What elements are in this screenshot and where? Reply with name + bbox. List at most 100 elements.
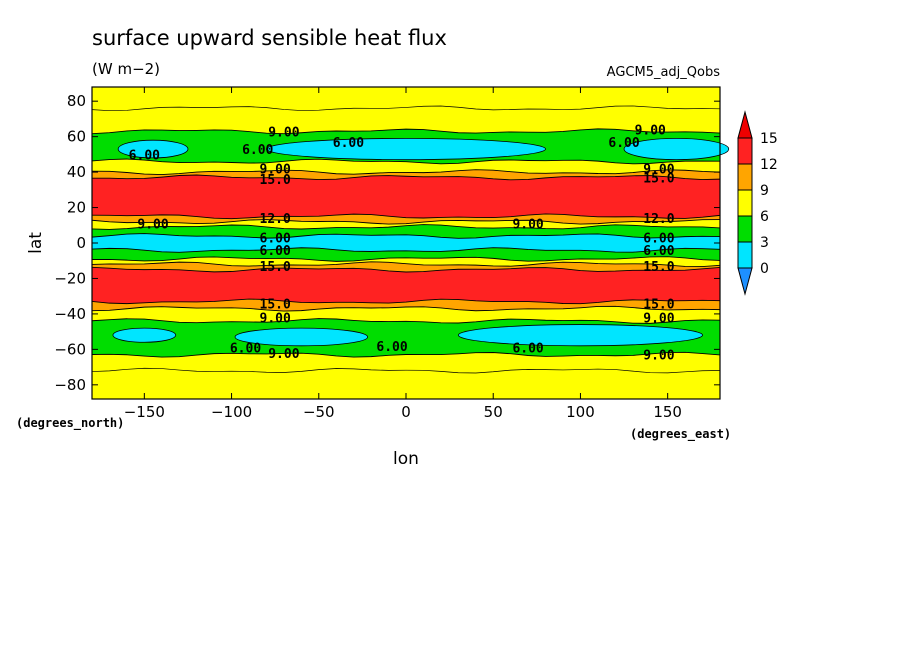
flux-band [92,219,720,230]
contour-lines [91,105,721,374]
x-axis-label: lon [393,449,419,469]
colorbar-segment [737,241,753,269]
colorbar-label: 12 [760,157,778,173]
x-tick-label: 100 [566,403,595,421]
contour-line [91,128,721,135]
contour-line [91,105,721,112]
colorbar-label: 6 [760,209,769,225]
colorbar-segment [737,137,753,165]
flux-band [92,213,720,225]
chart-title: surface upward sensible heat flux [92,26,447,50]
contour-line [91,247,721,253]
x-tick-label: −150 [124,403,165,421]
colorbar: 0 3 6 9 12 15 [737,110,778,296]
colorbar-under-triangle [737,267,753,296]
x-axis-ticks: −150 −100 −50 0 50 100 150 [124,87,682,421]
y-tick-label: −40 [54,305,86,323]
cyan-minimum-patches [112,138,730,347]
cyan-patch [457,324,703,347]
contour-label: 15.0 [260,260,291,275]
contour-label: 6.00 [260,244,291,259]
flux-band [92,256,720,267]
colorbar-label: 3 [760,235,769,251]
x-tick-label: 150 [653,403,682,421]
colorbar-label: 9 [760,183,769,199]
y-tick-label: 40 [67,163,86,181]
contour-line [91,174,721,181]
contour-label: 9.00 [137,218,168,233]
x-axis-units: (degrees_east) [630,427,731,442]
contour-label: 6.00 [230,342,261,357]
colorbar-label: 0 [760,261,769,277]
flux-band [92,352,720,399]
contour-line [91,224,721,230]
contour-label: 6.00 [643,232,674,247]
contour-line [91,266,721,273]
dataset-label: AGCM5_adj_Qobs [607,65,721,80]
y-tick-label: 80 [67,92,86,110]
y-axis-label: lat [26,232,46,254]
contour-line [91,158,721,165]
x-tick-label: 50 [484,403,503,421]
contour-label: 12.0 [643,212,674,227]
contour-line [91,298,721,305]
contour-label: 9.00 [512,218,543,233]
flux-band [92,267,720,304]
flux-band [92,306,720,324]
contour-label: 15.0 [643,260,674,275]
contour-label: 15.0 [643,171,674,186]
flux-band [92,87,720,134]
y-tick-label: −60 [54,340,86,358]
colorbar-segment [737,163,753,191]
flux-band [92,247,720,262]
contour-label: 9.00 [643,311,674,326]
contour-label: 6.00 [512,342,543,357]
y-tick-label: 60 [67,128,86,146]
contour-label: 6.00 [376,340,407,355]
y-axis-ticks: −80 −60 −40 −20 0 20 40 60 80 [54,92,720,394]
cyan-patch [266,138,546,161]
cyan-patch [623,138,730,161]
flux-band [92,159,720,175]
y-tick-label: 0 [76,234,86,252]
contour-label: 12.0 [260,212,291,227]
colorbar-segment [737,189,753,217]
contour-label: 6.00 [129,148,160,163]
contour-label: 9.00 [643,163,674,178]
contour-label: 6.00 [242,143,273,158]
contour-label: 9.00 [635,124,666,139]
contour-line [91,318,721,324]
contour-line [91,256,721,262]
chart-units: (W m−2) [92,60,160,78]
cyan-patch [112,327,177,343]
y-tick-label: 20 [67,199,86,217]
x-tick-label: −100 [211,403,252,421]
contour-line [91,367,721,374]
colorbar-label: 15 [760,131,778,147]
contour-line [91,351,721,358]
contour-line [91,261,721,268]
cyan-patch [117,139,189,159]
contour-label: 9.00 [268,347,299,362]
contour-line [91,233,721,239]
contour-line [91,305,721,312]
y-tick-label: −20 [54,269,86,287]
flux-band [92,175,720,219]
contour-label: 6.00 [608,136,639,151]
flux-band [92,169,720,180]
contour-label: 9.00 [260,311,291,326]
x-tick-label: −50 [303,403,335,421]
cyan-patch [234,327,369,347]
flux-band [92,233,720,253]
contour-label: 15.0 [643,297,674,312]
contour-label: 15.0 [260,297,291,312]
contour-label: 9.00 [260,163,291,178]
contour-label: 6.00 [260,232,291,247]
contour-line [91,169,721,175]
colorbar-segment [737,215,753,243]
contour-line [91,213,721,220]
y-tick-label: −80 [54,376,86,394]
contour-label: 9.00 [643,349,674,364]
